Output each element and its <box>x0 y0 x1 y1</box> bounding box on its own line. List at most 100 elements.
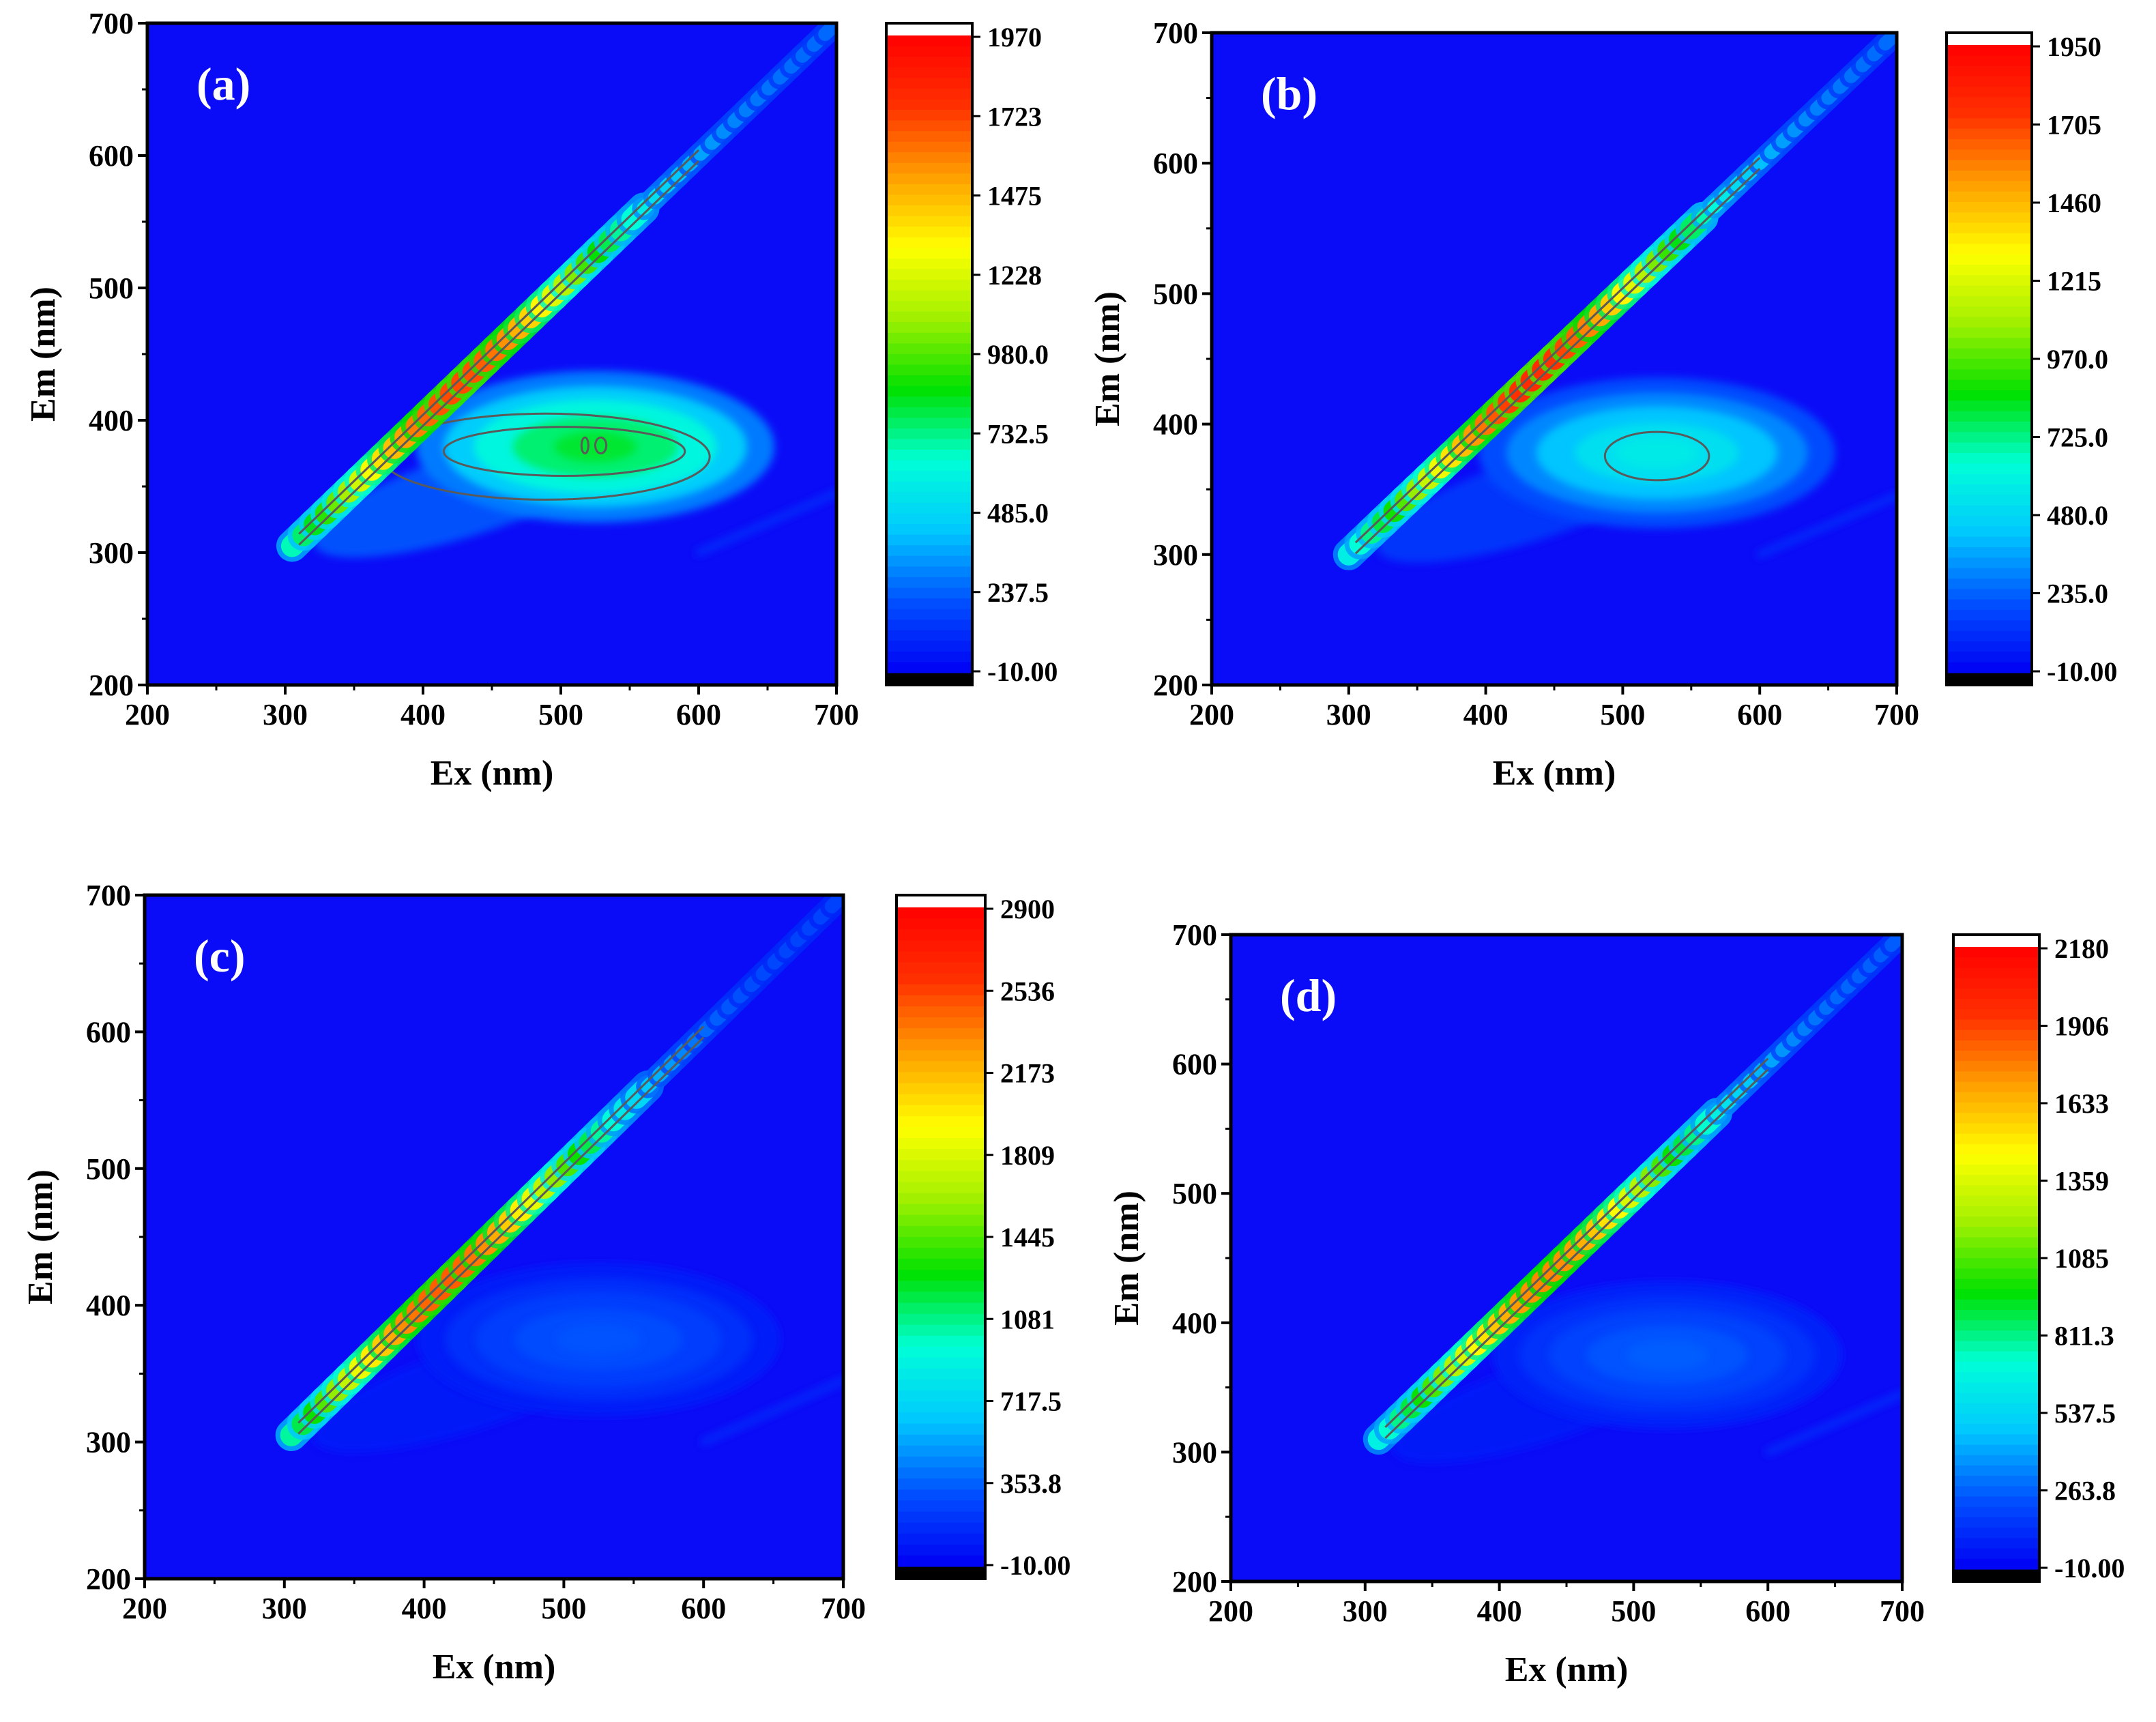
x-axis-title: Ex (nm) <box>1505 1650 1629 1689</box>
x-tick-label: 600 <box>1745 1594 1790 1628</box>
colorbar-band <box>1953 1434 2039 1446</box>
colorbar-band <box>886 173 972 185</box>
colorbar-band <box>897 1478 985 1490</box>
colorbar-band <box>897 1083 985 1095</box>
contour-line <box>1354 168 1761 555</box>
y-tick-label: 300 <box>1172 1435 1217 1469</box>
colorbar-tick-label: 1228 <box>987 260 1042 291</box>
colorbar-band <box>897 1214 985 1227</box>
heatmap-field <box>1332 33 1897 570</box>
colorbar-band <box>1947 87 2032 98</box>
colorbar-band <box>1947 306 2032 318</box>
colorbar-band <box>1947 265 2032 276</box>
colorbar-band <box>1953 1392 2039 1404</box>
colorbar-band <box>1947 202 2032 213</box>
peak-level-4 <box>1616 437 1698 468</box>
colorbar-band <box>1953 1143 2039 1155</box>
panel-d: 200 300 400 500 600 700 200 300 400 500 600 700 Ex (… <box>1107 918 2125 1689</box>
colorbar-tick-label: 1215 <box>2047 266 2101 297</box>
x-tick-label: 500 <box>541 1592 586 1625</box>
colorbar-band <box>886 78 972 89</box>
colorbar-band <box>897 1050 985 1062</box>
colorbar-band <box>897 1115 985 1128</box>
y-tick-label: 500 <box>1153 277 1198 310</box>
colorbar-band <box>1953 1372 2039 1383</box>
colorbar-band <box>1947 579 2032 589</box>
colorbar-band <box>886 332 972 345</box>
colorbar-band <box>1947 484 2032 495</box>
colorbar-tick-label: -10.00 <box>2047 656 2117 687</box>
colorbar-band <box>897 1182 985 1194</box>
colorbar-band <box>886 439 972 450</box>
x-tick-label: 400 <box>400 698 446 731</box>
colorbar-band <box>886 162 972 174</box>
panel-label: (d) <box>1280 969 1337 1021</box>
colorbar-band <box>897 1533 985 1545</box>
colorbar-band <box>886 227 972 238</box>
colorbar-band <box>1947 65 2032 77</box>
colorbar-band <box>897 1457 985 1468</box>
colorbar-band <box>886 109 972 121</box>
x-tick-label: 700 <box>1874 698 1919 731</box>
y-tick-label: 700 <box>89 7 134 40</box>
y-axis-title: Em (nm) <box>1088 291 1127 426</box>
colorbar-band <box>897 1544 985 1556</box>
colorbar-band <box>886 248 972 259</box>
y-tick-label: 500 <box>89 272 134 305</box>
colorbar-band <box>897 1281 985 1293</box>
colorbar-band <box>886 481 972 493</box>
colorbar-band <box>897 1259 985 1270</box>
colorbar-band <box>1947 516 2032 527</box>
colorbar-band <box>897 929 985 941</box>
colorbar-band <box>1953 1424 2039 1435</box>
colorbar-band <box>1947 536 2032 548</box>
colorbar-band <box>886 587 972 599</box>
secondary-ridge <box>701 1377 843 1445</box>
y-tick-label: 700 <box>86 879 131 912</box>
x-tick-label: 500 <box>1611 1594 1656 1628</box>
colorbar-band <box>886 428 972 440</box>
colorbar-band <box>886 641 972 652</box>
colorbar-band <box>1953 1538 2039 1549</box>
colorbar-band <box>897 1039 985 1051</box>
colorbar-band <box>1947 568 2032 579</box>
colorbar-band <box>1947 244 2032 255</box>
colorbar-band <box>886 99 972 111</box>
colorbar-band <box>1953 1030 2039 1041</box>
colorbar-band <box>1953 1414 2039 1425</box>
colorbar-tick-label: 1085 <box>2054 1243 2109 1274</box>
colorbar: 1950 1705 1460 1215 970.0 725.0 480.0 235.0 -10.… <box>1945 31 2117 687</box>
y-tick-label: 500 <box>86 1152 131 1186</box>
colorbar-band <box>1953 1320 2039 1331</box>
colorbar-tick-label: 353.8 <box>1000 1468 1062 1499</box>
x-tick-label: 400 <box>1477 1594 1522 1628</box>
colorbar-band <box>1953 1081 2039 1093</box>
colorbar-band <box>1953 1496 2039 1508</box>
colorbar-tick-label: 2173 <box>1000 1058 1055 1089</box>
colorbar-band <box>886 450 972 461</box>
y-axis-title: Em (nm) <box>21 1169 60 1304</box>
panel-label: (a) <box>196 58 250 110</box>
colorbar-band <box>1953 1258 2039 1269</box>
colorbar-band <box>886 237 972 248</box>
colorbar-band <box>1953 1185 2039 1197</box>
colorbar-band <box>886 67 972 78</box>
contour-line <box>298 160 700 546</box>
y-tick-label: 400 <box>1153 408 1198 441</box>
colorbar-tick-label: 1460 <box>2047 188 2101 218</box>
y-axis-title: Em (nm) <box>1107 1191 1146 1326</box>
x-tick-label: 200 <box>1189 698 1234 731</box>
x-tick-label: 600 <box>676 698 721 731</box>
colorbar-band <box>897 1072 985 1084</box>
colorbar-band <box>1947 149 2032 161</box>
colorbar-tick-label: 1081 <box>1000 1304 1055 1334</box>
colorbar-band <box>1947 400 2032 412</box>
colorbar-band <box>886 609 972 620</box>
y-axis-title: Em (nm) <box>24 287 63 422</box>
colorbar-band <box>1953 1019 2039 1031</box>
colorbar-band <box>886 545 972 557</box>
colorbar-under <box>897 1566 985 1579</box>
scatter-band-segment <box>818 23 836 42</box>
colorbar-band <box>1953 978 2039 989</box>
y-tick-label: 400 <box>89 404 134 437</box>
